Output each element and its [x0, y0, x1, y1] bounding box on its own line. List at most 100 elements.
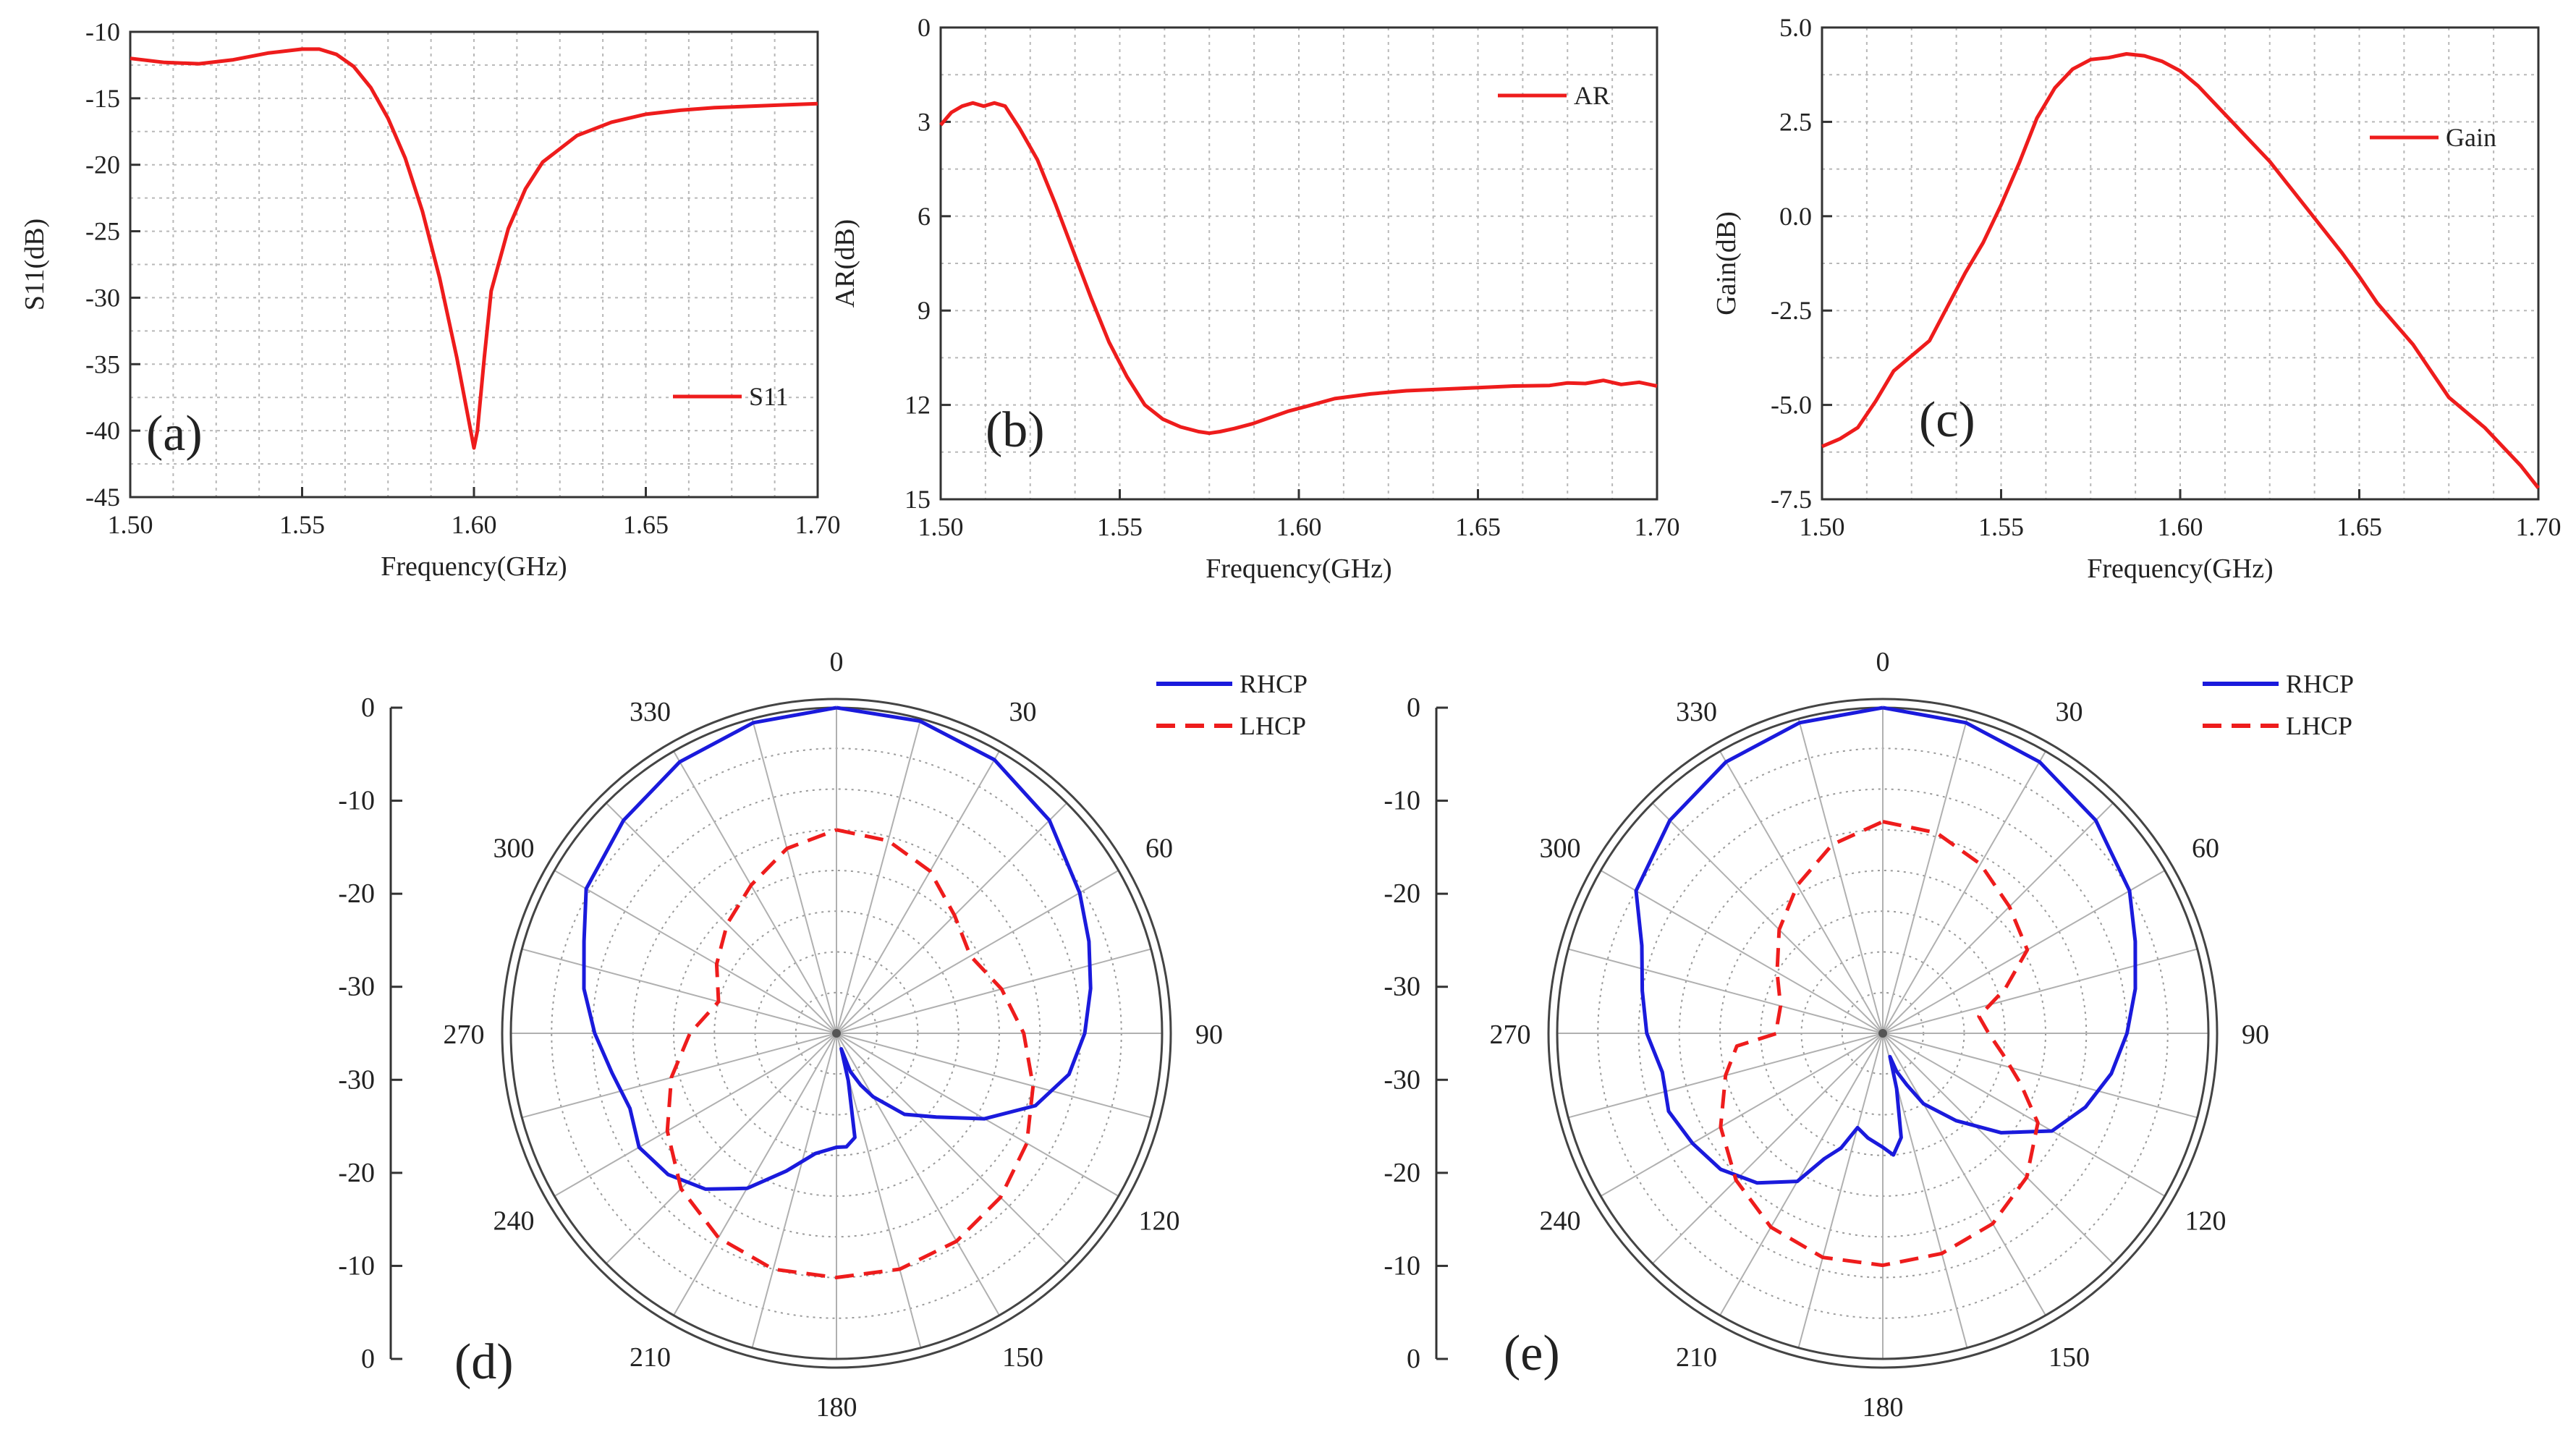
y-tick-label: -45	[85, 483, 120, 512]
polar-spoke	[1882, 948, 2198, 1034]
polar-spoke	[1882, 1033, 2114, 1264]
angle-label: 180	[1863, 1392, 1904, 1423]
radial-tick-label: 0	[1407, 692, 1420, 723]
polar-spoke	[673, 750, 837, 1034]
y-tick-label: -40	[85, 416, 120, 445]
y-tick-label: -35	[85, 349, 120, 378]
legend-label: S11	[749, 382, 789, 411]
polar-spoke	[836, 1033, 1151, 1119]
angle-label: 0	[830, 647, 844, 677]
x-tick-label: 1.50	[918, 512, 964, 541]
angle-label: 60	[2192, 834, 2219, 864]
angle-label: 0	[1876, 647, 1890, 677]
radial-tick-label: -10	[338, 1250, 375, 1281]
angle-label: 30	[2056, 697, 2083, 727]
x-tick-label: 1.65	[1455, 512, 1501, 541]
angle-label: 240	[493, 1206, 534, 1237]
y-tick-label: 9	[918, 296, 931, 325]
polar-spoke	[606, 1033, 837, 1264]
radial-tick-label: -30	[338, 972, 375, 1002]
legend-label: LHCP	[2286, 711, 2352, 740]
radial-tick-label: -30	[338, 1064, 375, 1095]
series-line-ar	[939, 101, 1658, 436]
y-tick-label: 6	[918, 202, 931, 231]
polar-spoke	[836, 719, 922, 1034]
gain-chart: 1.50 1.55 1.60 1.65 1.70 5.0 2.5 0.0 -2.5 -5.0 -7.…	[1711, 13, 2562, 584]
angle-label: 330	[630, 697, 671, 727]
x-tick-label: 1.60	[1276, 512, 1322, 541]
panel-label: (e)	[1504, 1326, 1560, 1381]
series-line-gain	[1821, 52, 2540, 489]
y-tick-label: -30	[85, 283, 120, 312]
panel-label: (d)	[454, 1334, 514, 1390]
radial-tick-label: -20	[338, 1158, 375, 1188]
y-tick-label: -5.0	[1771, 391, 1812, 420]
angle-label: 90	[2242, 1020, 2269, 1050]
series-line-lhcp	[665, 828, 1035, 1279]
panel-label: (b)	[986, 402, 1045, 458]
x-tick-label: 1.55	[279, 510, 325, 539]
y-tick-label: 5.0	[1779, 13, 1812, 42]
y-tick-label: 15	[904, 485, 931, 514]
polar-spoke	[836, 750, 1000, 1034]
polar-spoke	[751, 719, 837, 1034]
x-tick-label: 1.60	[452, 510, 497, 539]
polar-spoke	[1719, 750, 1884, 1034]
angle-label: 150	[1002, 1342, 1043, 1373]
y-axis-label: AR(dB)	[830, 219, 860, 308]
polar-spoke	[1600, 1033, 1884, 1197]
panel-label: (c)	[1919, 392, 1975, 448]
polar-spoke	[1882, 1033, 2046, 1316]
y-tick-label: -15	[85, 84, 120, 113]
polar-spoke	[836, 802, 1067, 1034]
x-axis-label: Frequency(GHz)	[381, 551, 567, 582]
angle-label: 210	[630, 1342, 671, 1373]
y-tick-label: 12	[904, 391, 931, 420]
legend-label: AR	[1574, 81, 1610, 110]
y-tick-label: -7.5	[1771, 485, 1812, 514]
polar-spoke	[522, 948, 837, 1034]
y-tick-label: -25	[85, 217, 120, 246]
polar-spoke	[673, 1033, 837, 1316]
polar-spoke	[1882, 1033, 2198, 1119]
y-tick-label: 2.5	[1779, 107, 1812, 136]
angle-label: 30	[1009, 697, 1037, 727]
y-axis-label: S11(dB)	[20, 219, 50, 310]
legend-label: LHCP	[1240, 711, 1306, 740]
legend-label: RHCP	[1240, 669, 1308, 698]
series-line-s11	[130, 47, 818, 450]
polar-spoke	[554, 870, 837, 1034]
radial-tick-label: -10	[1384, 1250, 1420, 1281]
polar-spoke	[522, 1033, 837, 1119]
y-tick-label: -20	[85, 151, 120, 179]
angle-label: 270	[1490, 1020, 1531, 1050]
polar-spoke	[836, 1033, 1067, 1264]
series-line-rhcp	[1634, 706, 2138, 1185]
polar-spoke	[1719, 1033, 1884, 1316]
polar-outer-ring	[1547, 698, 2219, 1369]
y-tick-label: 0.0	[1779, 202, 1812, 231]
x-tick-label: 1.50	[108, 510, 153, 539]
radial-tick-label: 0	[1407, 1344, 1420, 1374]
polar-spoke	[606, 802, 837, 1034]
polar-spoke	[1652, 802, 1884, 1034]
polar-spoke	[751, 1033, 837, 1348]
angle-label: 300	[493, 834, 534, 864]
x-tick-label: 1.70	[2516, 512, 2562, 541]
series-line-rhcp	[582, 706, 1093, 1191]
polar-spoke	[1568, 948, 1884, 1034]
x-tick-label: 1.55	[1097, 512, 1143, 541]
polar-spoke	[1600, 870, 1884, 1034]
panel-label: (a)	[146, 406, 203, 462]
angle-label: 240	[1539, 1206, 1580, 1237]
radial-tick-label: -10	[338, 786, 375, 816]
polar-spoke	[1652, 1033, 1884, 1264]
polar-spoke	[836, 870, 1119, 1034]
angle-label: 270	[444, 1020, 485, 1050]
radial-tick-label: -20	[1384, 878, 1420, 909]
polar-spoke	[554, 1033, 837, 1197]
polar-pattern-d: 0 30 60 90 120 150 180 210 240 270 300 330 0 -10 -20 -3…	[338, 647, 1308, 1423]
polar-spoke	[1882, 1033, 2166, 1197]
x-axis-label: Frequency(GHz)	[1206, 554, 1391, 584]
angle-label: 120	[1139, 1206, 1180, 1237]
